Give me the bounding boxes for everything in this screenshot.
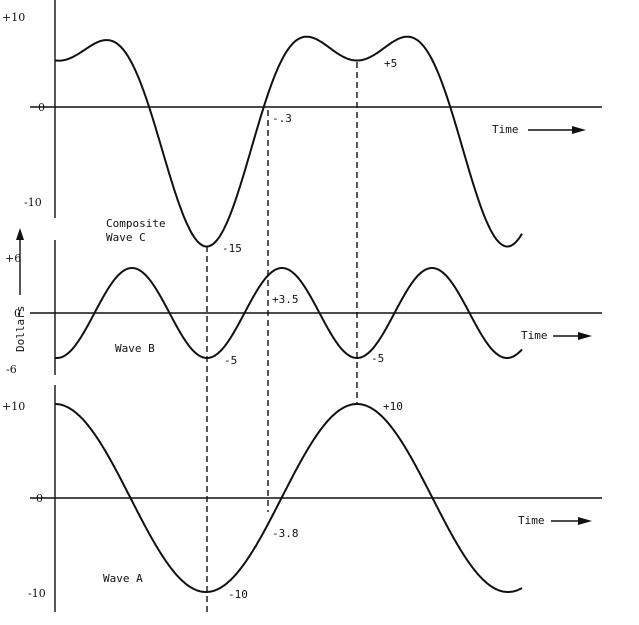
- wave-a-tick-top: +10: [2, 400, 25, 413]
- wave-b-tick-zero: 0: [14, 307, 21, 320]
- wave-c-name-line1: Composite: [106, 217, 166, 230]
- wave-b-name: Wave B: [115, 342, 155, 355]
- wave-b-annotation-cross: +3.5: [272, 293, 299, 306]
- wave-c-annotation-cross: -.3: [272, 112, 292, 125]
- wave-a-tick-zero: 0: [36, 492, 43, 505]
- wave-b-tick-bottom: -6: [6, 363, 17, 376]
- wave-b-curve: [54, 267, 523, 359]
- wave-b-annotation-min: -5: [224, 354, 237, 367]
- up-arrow-icon: [16, 228, 24, 240]
- wave-a-time-label: Time: [518, 514, 545, 527]
- wave-a-annotation-min: -10: [228, 588, 248, 601]
- wave-a-name: Wave A: [103, 572, 143, 585]
- wave-b-time-label: Time: [521, 329, 548, 342]
- wave-c-annotation-peak: +5: [384, 57, 397, 70]
- wave-c-tick-top: +10: [2, 11, 25, 24]
- wave-c-annotation-min: -15: [222, 242, 242, 255]
- wave-a-tick-bottom: -10: [28, 587, 46, 600]
- wave-c-tick-bottom: -10: [24, 196, 42, 209]
- right-arrow-icon: [578, 332, 592, 340]
- wave-c-time-label: Time: [492, 123, 519, 136]
- wave-a-annotation-cross: -3.8: [272, 527, 299, 540]
- wave-c-curve: [54, 35, 523, 248]
- wave-b-tick-top: +6: [5, 252, 21, 265]
- right-arrow-icon: [578, 517, 592, 525]
- wave-a-annotation-peak: +10: [383, 400, 403, 413]
- wave-c-name-line2: Wave C: [106, 231, 146, 244]
- wave-a-curve: [55, 403, 523, 593]
- right-arrow-icon: [572, 126, 586, 134]
- wave-c-tick-zero: 0: [38, 101, 45, 114]
- wave-b-annotation-peak: -5: [371, 352, 384, 365]
- y-axis-label: Dollars: [14, 306, 27, 352]
